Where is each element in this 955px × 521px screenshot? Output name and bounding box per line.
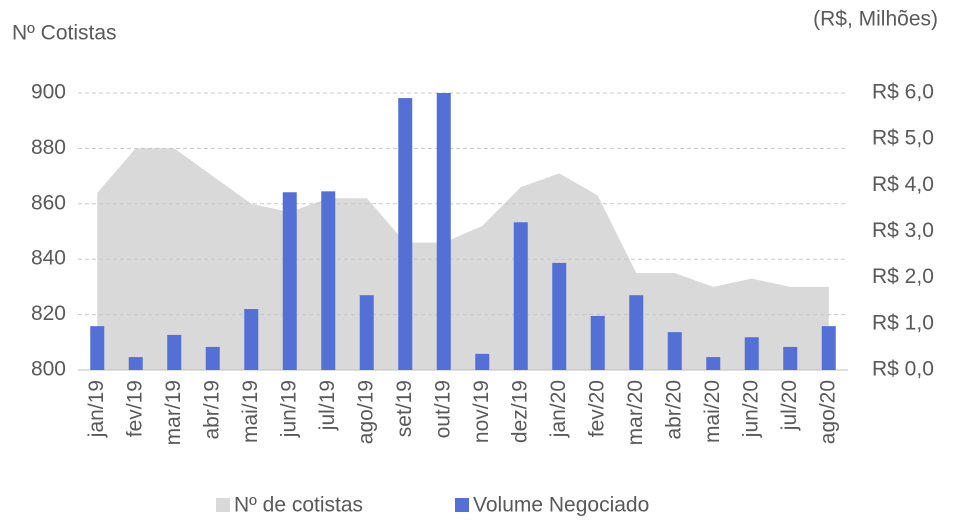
y2-tick-label: R$ 4,0 <box>872 173 934 196</box>
bar <box>783 346 798 370</box>
bar <box>629 295 644 370</box>
y-tick-label: 800 <box>31 358 66 381</box>
y2-tick-label: R$ 2,0 <box>872 265 934 288</box>
legend-swatch <box>455 498 469 512</box>
y2-tick-label: R$ 3,0 <box>872 219 934 242</box>
bar <box>552 262 567 370</box>
bar <box>205 346 220 370</box>
bar <box>359 295 374 370</box>
bar <box>590 315 605 370</box>
legend-label: Nº de cotistas <box>234 494 363 517</box>
y-tick-label: 900 <box>31 81 66 104</box>
x-tick-label: jun/19 <box>277 380 300 438</box>
bar <box>821 326 836 370</box>
y2-tick-label: R$ 1,0 <box>872 311 934 334</box>
y-tick-label: 880 <box>31 136 66 159</box>
x-tick-label: set/19 <box>393 380 416 437</box>
x-tick-label: mar/20 <box>624 380 647 445</box>
bar <box>475 353 490 370</box>
x-tick-label: abr/20 <box>662 380 685 440</box>
y2-tick-label: R$ 6,0 <box>872 81 934 104</box>
x-tick-label: jul/19 <box>316 380 339 431</box>
y2-tick-label: R$ 0,0 <box>872 358 934 381</box>
y-axis-label: Nº Cotistas <box>12 22 117 45</box>
x-tick-label: jul/20 <box>778 380 801 431</box>
x-tick-label: fev/20 <box>585 380 608 437</box>
y-tick-label: 860 <box>31 191 66 214</box>
y2-tick-label: R$ 5,0 <box>872 127 934 150</box>
bar <box>513 222 528 370</box>
bar <box>321 191 336 370</box>
x-tick-label: dez/19 <box>508 380 531 443</box>
x-tick-label: abr/19 <box>200 380 223 440</box>
legend-label: Volume Negociado <box>473 494 649 517</box>
y-tick-label: 820 <box>31 302 66 325</box>
x-tick-label: mai/19 <box>239 380 262 443</box>
bar <box>90 326 105 370</box>
bar <box>167 334 182 370</box>
legend-swatch <box>216 498 230 512</box>
x-tick-label: jan/19 <box>85 380 108 438</box>
bar <box>436 93 451 370</box>
bar <box>744 337 759 370</box>
x-tick-label: nov/19 <box>470 380 493 443</box>
x-tick-label: jun/20 <box>739 380 762 438</box>
x-tick-label: mar/19 <box>162 380 185 445</box>
bar <box>244 309 259 370</box>
x-tick-label: ago/19 <box>354 380 377 444</box>
bar <box>282 192 297 370</box>
bar <box>398 98 413 370</box>
x-tick-label: out/19 <box>431 380 454 438</box>
y-tick-label: 840 <box>31 247 66 270</box>
x-tick-label: ago/20 <box>816 380 839 444</box>
bar <box>706 357 721 370</box>
y2-axis-label: (R$, Milhões) <box>813 8 938 31</box>
x-tick-label: fev/19 <box>123 380 146 437</box>
bar <box>128 357 143 370</box>
bar <box>667 332 682 370</box>
x-tick-label: mai/20 <box>701 380 724 443</box>
x-tick-label: jan/20 <box>547 380 570 438</box>
